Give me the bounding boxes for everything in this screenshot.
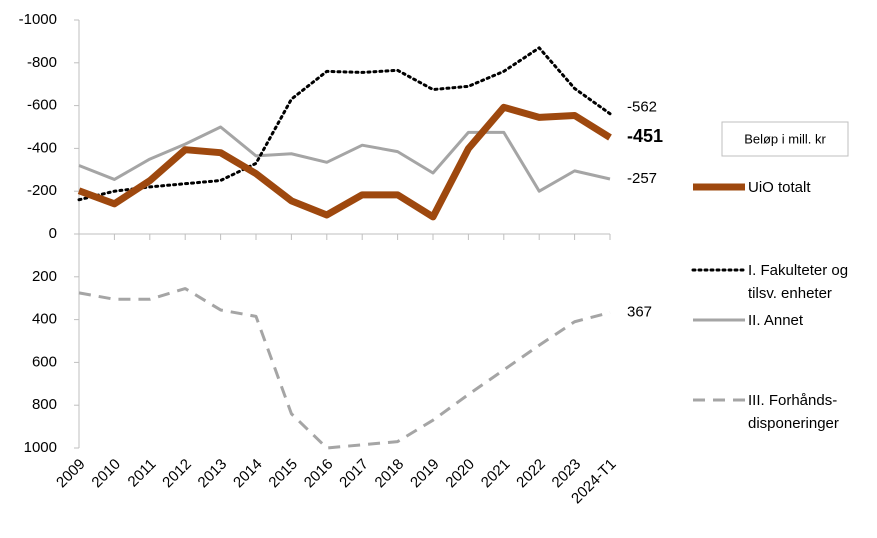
- x-tick-label: 2009: [53, 456, 89, 492]
- x-tick-label: 2015: [265, 456, 301, 492]
- series-line: [77, 103, 612, 221]
- x-tick-label: 2018: [372, 456, 408, 492]
- legend-entry: I. Fakulteter og tilsv. enheter: [748, 261, 849, 302]
- y-tick-label: 0: [49, 225, 57, 242]
- series-line: [78, 125, 611, 193]
- annotation: Beløp i mill. kr: [744, 131, 826, 146]
- y-tick-label: -400: [27, 139, 57, 156]
- series-line: [78, 287, 611, 450]
- y-tick-label: -800: [27, 54, 57, 71]
- legend-entry: II. Annet: [748, 311, 804, 329]
- value-label: 367: [627, 304, 652, 321]
- x-tick-label: 2011: [125, 456, 160, 491]
- x-tick-label: 2012: [159, 456, 195, 492]
- y-tick-label: -600: [27, 97, 57, 114]
- x-tick-label: 2017: [336, 456, 372, 492]
- x-tick-label: 2010: [88, 456, 124, 492]
- legend-entry: III. Forhånds-disponeringer: [748, 391, 839, 432]
- y-tick-label: 400: [32, 311, 57, 328]
- x-tick-label: 2022: [513, 456, 549, 492]
- x-tick-label: 2020: [442, 456, 478, 492]
- x-tick-label: 2021: [478, 456, 514, 492]
- value-label: -562: [627, 99, 657, 116]
- y-tick-label: 600: [32, 353, 57, 370]
- y-tick-label: 800: [32, 396, 57, 413]
- value-label: -257: [627, 170, 657, 187]
- y-tick-label: 1000: [24, 439, 57, 456]
- value-label: -451: [627, 126, 663, 146]
- y-tick-label: -1000: [19, 11, 57, 28]
- x-tick-label: 2013: [195, 456, 231, 492]
- annotation-box: [721, 121, 849, 157]
- y-tick-label: 200: [32, 268, 57, 285]
- series-line: [77, 46, 612, 202]
- x-tick-label: 2014: [230, 456, 266, 492]
- legend-entry: UiO totalt: [748, 178, 811, 196]
- y-tick-label: -200: [27, 182, 57, 199]
- x-tick-label: 2016: [301, 456, 337, 492]
- x-tick-label: 2019: [407, 456, 443, 492]
